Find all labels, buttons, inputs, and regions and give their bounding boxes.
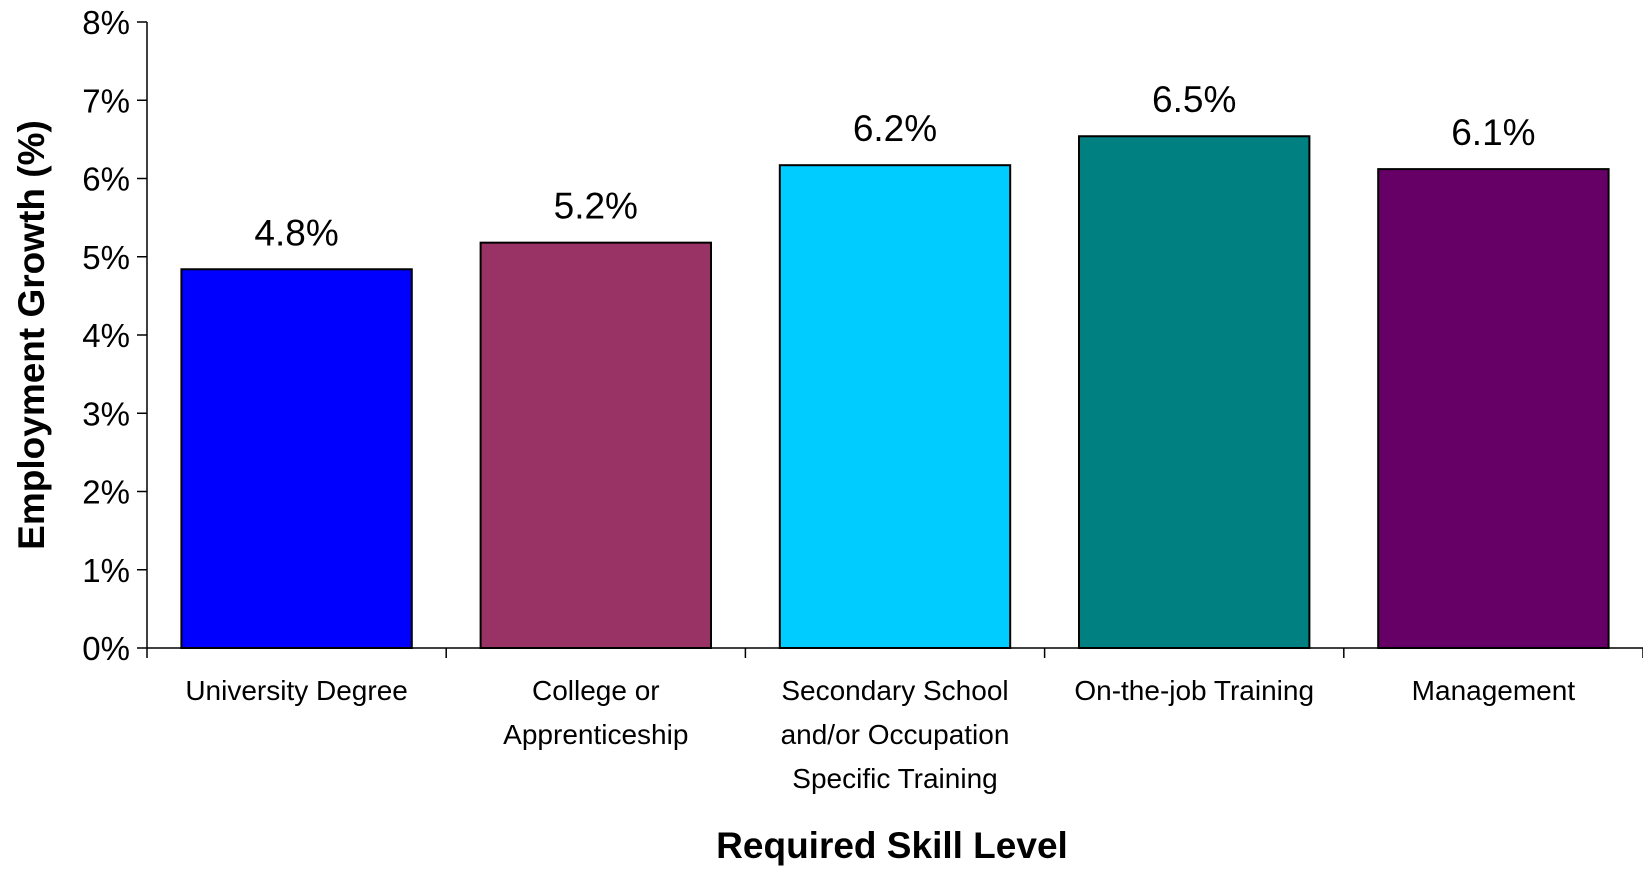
x-axis-title: Required Skill Level xyxy=(716,825,1068,866)
y-tick-label: 7% xyxy=(82,82,130,119)
y-tick-label: 1% xyxy=(82,552,130,589)
data-label: 5.2% xyxy=(554,186,638,227)
x-tick-label: Specific Training xyxy=(792,763,997,794)
y-tick-label: 6% xyxy=(82,161,130,198)
y-tick-label: 0% xyxy=(82,630,130,667)
x-tick-label: and/or Occupation xyxy=(781,719,1010,750)
bar xyxy=(1078,135,1311,649)
bar xyxy=(180,268,413,649)
x-tick-label: Secondary School xyxy=(781,675,1008,706)
bar xyxy=(479,241,712,649)
x-axis xyxy=(146,647,1643,658)
y-tick-label: 8% xyxy=(82,4,130,41)
category-labels: University Degree College or Apprenticeshi… xyxy=(185,675,1575,794)
y-tick-label: 4% xyxy=(82,317,130,354)
y-axis: 0% 1% 2% 3% 4% 5% 6% 7% 8% xyxy=(82,4,148,667)
data-label: 6.5% xyxy=(1152,79,1236,120)
bar xyxy=(1377,168,1610,650)
bars xyxy=(180,135,1610,650)
y-tick-label: 5% xyxy=(82,239,130,276)
y-tick-label: 2% xyxy=(82,474,130,511)
data-labels: 4.8% 5.2% 6.2% 6.5% 6.1% xyxy=(254,79,1535,253)
x-tick-label: College or xyxy=(532,675,660,706)
x-tick-label: Apprenticeship xyxy=(503,719,688,750)
bar xyxy=(778,164,1012,649)
x-tick-label: University Degree xyxy=(185,675,408,706)
data-label: 6.2% xyxy=(853,108,937,149)
x-tick-label: Management xyxy=(1412,675,1576,706)
x-tick-label: On-the-job Training xyxy=(1074,675,1314,706)
y-tick-label: 3% xyxy=(82,395,130,432)
data-label: 6.1% xyxy=(1451,112,1535,153)
y-axis-title: Employment Growth (%) xyxy=(11,120,52,550)
data-label: 4.8% xyxy=(254,212,338,253)
